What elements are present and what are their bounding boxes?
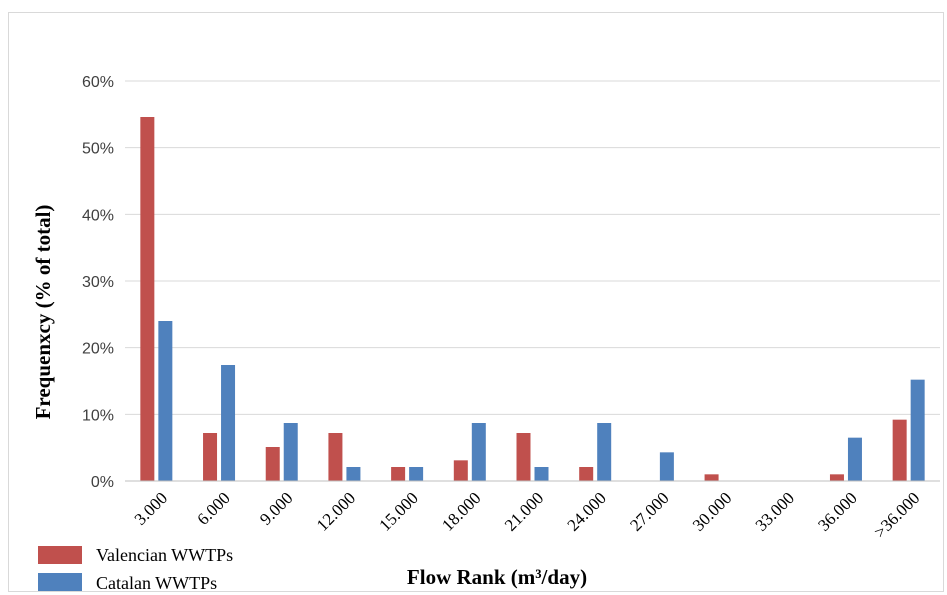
bar-catalan: [847, 437, 862, 481]
legend-label-valencian: Valencian WWTPs: [96, 545, 233, 565]
bar-valencian: [203, 433, 218, 481]
bar-valencian: [516, 433, 531, 481]
legend-label-catalan: Catalan WWTPs: [96, 573, 217, 593]
x-tick-label: 24.000: [564, 488, 610, 534]
x-tick-label: 30.000: [689, 488, 735, 534]
y-tick-label: 0%: [91, 474, 114, 491]
bar-catalan: [158, 321, 173, 481]
bar-catalan: [283, 423, 298, 481]
x-tick-label: 9.000: [256, 488, 296, 528]
bar-catalan: [910, 379, 925, 481]
bar-valencian: [704, 474, 719, 481]
y-tick-label: 20%: [82, 341, 114, 358]
y-tick-label: 60%: [82, 74, 114, 91]
bar-catalan: [346, 467, 361, 481]
legend-swatch-valencian: [38, 546, 82, 564]
bar-catalan: [409, 467, 424, 481]
y-tick-label: 50%: [82, 141, 114, 158]
bar-catalan: [659, 452, 674, 481]
bar-catalan: [597, 423, 612, 481]
bar-valencian: [140, 117, 155, 481]
legend-swatch-catalan: [38, 573, 82, 591]
bar-valencian: [453, 460, 468, 481]
bar-valencian: [579, 467, 594, 481]
x-tick-label: 6.000: [193, 488, 233, 528]
bar-valencian: [328, 433, 343, 481]
bar-catalan: [471, 423, 486, 481]
x-axis-title: Flow Rank (m³/day): [407, 565, 587, 589]
y-tick-label: 40%: [82, 207, 114, 224]
bar-catalan: [534, 467, 549, 481]
bar-valencian: [391, 467, 406, 481]
x-tick-label: >36.000: [870, 488, 923, 541]
x-tick-label: 18.000: [438, 488, 484, 534]
bar-catalan: [221, 365, 236, 481]
y-axis-title: Frequenxcy (% of total): [31, 205, 55, 420]
x-tick-label: 15.000: [375, 488, 421, 534]
bar-valencian: [829, 474, 844, 481]
y-axis-ticks: 0% 10% 20% 30% 40% 50% 60%: [82, 74, 114, 491]
x-tick-label: 21.000: [501, 488, 547, 534]
x-tick-label: 33.000: [752, 488, 798, 534]
bar-valencian: [265, 447, 280, 481]
chart-frame: [8, 12, 944, 592]
y-tick-label: 30%: [82, 274, 114, 291]
x-tick-label: 12.000: [313, 488, 359, 534]
y-tick-label: 10%: [82, 407, 114, 424]
bars: [140, 117, 925, 481]
x-tick-label: 36.000: [814, 488, 860, 534]
x-tick-label: 3.000: [131, 488, 171, 528]
x-axis-ticks: 3.000 6.000 9.000 12.000 15.000 18.000 21.000 2…: [131, 488, 924, 541]
gridlines: [125, 80, 940, 415]
bar-valencian: [892, 419, 907, 481]
legend: Valencian WWTPs Catalan WWTPs: [38, 545, 233, 593]
x-tick-label: 27.000: [626, 488, 672, 534]
